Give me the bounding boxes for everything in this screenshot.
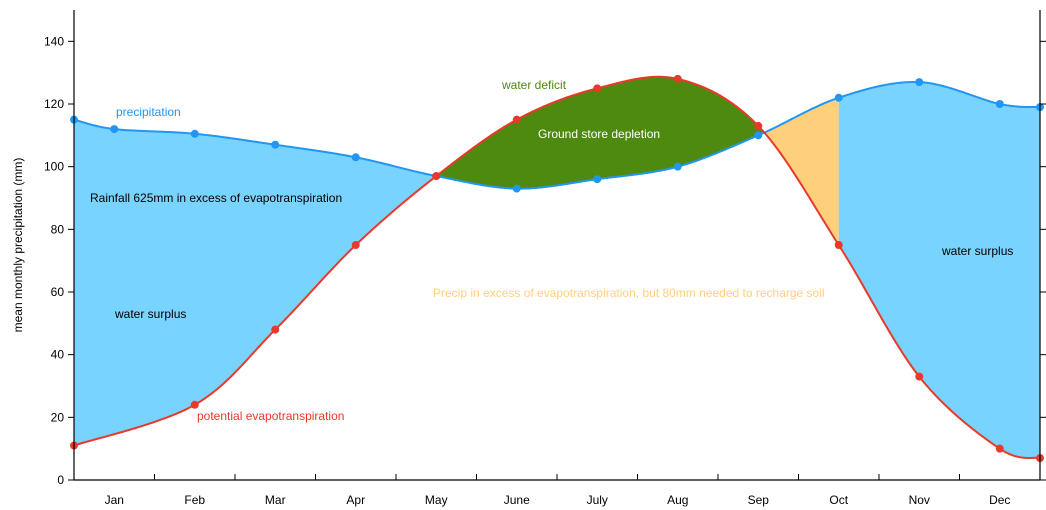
x-tick-label: Dec — [989, 493, 1010, 507]
y-axis-label: mean monthly precipitation (mm) — [11, 158, 25, 333]
y-tick-label: 100 — [44, 160, 64, 174]
annotation-water-surplus-right: water surplus — [941, 244, 1013, 258]
precipitation-point — [512, 184, 521, 193]
y-tick-label: 80 — [51, 222, 65, 236]
precipitation-point — [351, 153, 360, 162]
x-tick-label: Sep — [748, 493, 770, 507]
precipitation-point — [754, 131, 763, 140]
x-tick-label: Aug — [667, 493, 688, 507]
annotation-pet: potential evapotranspiration — [197, 409, 344, 423]
pet-point — [754, 121, 763, 130]
pet-point — [190, 400, 199, 409]
precipitation-point — [915, 78, 924, 87]
annotation-recharge: Precip in excess of evapotranspiration, … — [433, 286, 825, 300]
annotation-precipitation: precipitation — [116, 105, 181, 119]
data-points — [70, 74, 1044, 463]
x-tick-label: May — [425, 493, 448, 507]
recharge-area — [764, 97, 839, 245]
y-tick-label: 60 — [51, 285, 65, 299]
y-tick-label: 120 — [44, 97, 64, 111]
x-tick-label: Feb — [184, 493, 205, 507]
pet-point — [673, 74, 682, 83]
precipitation-point — [110, 125, 119, 134]
pet-point — [512, 115, 521, 124]
x-ticks: Jan Feb Mar Apr May June July Aug Sep Oct Nov Dec — [73, 474, 1041, 507]
surplus-area-left — [74, 119, 437, 446]
surplus-area-right — [838, 81, 1040, 459]
annotation-ground-store: Ground store depletion — [538, 127, 660, 141]
y-ticks: 0 20 40 60 80 100 120 140 — [44, 34, 1046, 487]
precipitation-point — [593, 175, 602, 184]
pet-point — [834, 241, 843, 249]
pet-point — [593, 84, 602, 93]
fill-areas — [74, 76, 1040, 459]
precipitation-point — [834, 93, 843, 102]
x-tick-label: Nov — [909, 493, 930, 507]
x-tick-label: Mar — [265, 493, 286, 507]
pet-point — [995, 444, 1004, 453]
deficit-area — [436, 76, 765, 189]
x-tick-label: June — [504, 493, 530, 507]
y-tick-label: 20 — [51, 410, 65, 424]
precipitation-point — [271, 140, 280, 149]
x-tick-label: July — [587, 493, 608, 507]
precipitation-line — [73, 80, 1041, 190]
y-tick-label: 0 — [57, 473, 64, 487]
pet-point — [915, 372, 924, 381]
precipitation-point — [673, 162, 682, 171]
pet-point — [271, 325, 280, 334]
annotation-water-surplus-left: water surplus — [114, 307, 186, 321]
y-tick-label: 40 — [51, 348, 65, 362]
precipitation-point — [190, 129, 199, 138]
x-tick-label: Oct — [829, 493, 848, 507]
x-tick-label: Jan — [105, 493, 124, 507]
y-tick-label: 140 — [44, 34, 64, 48]
pet-point — [351, 241, 360, 249]
precipitation-point — [995, 100, 1004, 108]
annotation-water-deficit: water deficit — [501, 78, 567, 92]
pet-point — [432, 172, 441, 181]
x-tick-label: Apr — [346, 493, 365, 507]
annotation-rainfall-excess: Rainfall 625mm in excess of evapotranspi… — [90, 191, 342, 205]
